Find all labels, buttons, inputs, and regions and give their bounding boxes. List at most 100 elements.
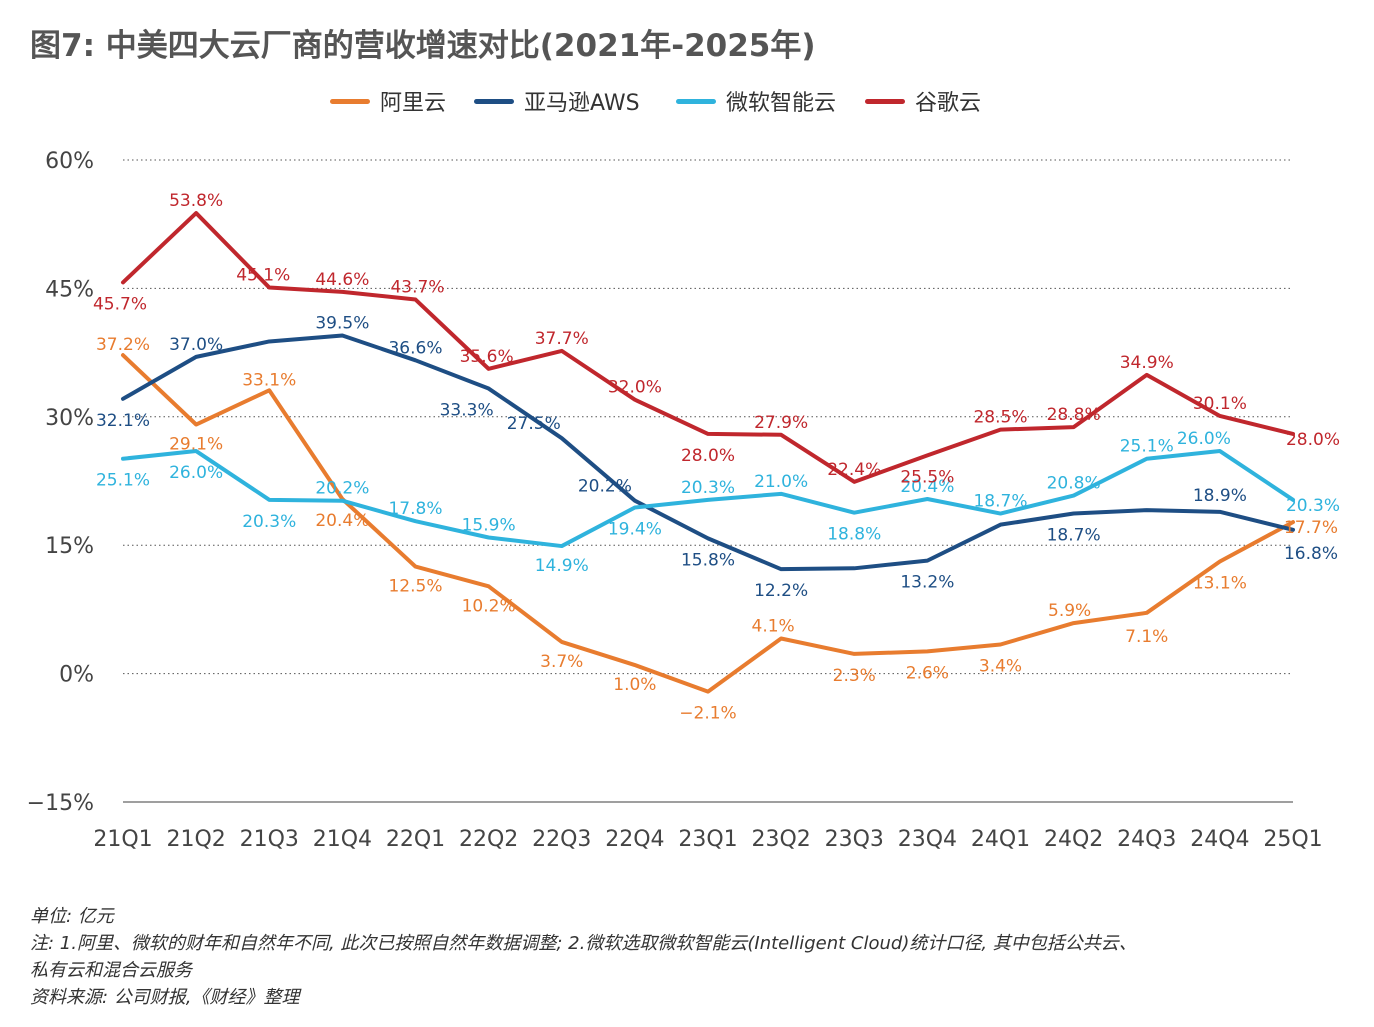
legend-swatch-aliyun — [330, 98, 370, 104]
data-label: 53.8% — [169, 191, 223, 211]
data-label: 45.1% — [236, 266, 290, 286]
data-label: 13.1% — [1193, 573, 1247, 593]
x-tick-label: 24Q4 — [1190, 827, 1249, 852]
legend-label-google: 谷歌云 — [915, 91, 982, 116]
data-label: 39.5% — [315, 313, 369, 333]
legend-label-aws: 亚马逊AWS — [524, 91, 640, 116]
data-label: 28.0% — [1286, 430, 1340, 450]
data-label: 18.7% — [1047, 526, 1101, 546]
data-label: 33.3% — [440, 401, 494, 421]
data-label: 7.1% — [1125, 627, 1168, 647]
data-label: 30.1% — [1193, 394, 1247, 414]
data-label: 20.2% — [578, 477, 632, 497]
data-label: 17.7% — [1284, 518, 1338, 538]
x-tick-label: 21Q4 — [313, 827, 372, 852]
y-tick-label: 0% — [59, 663, 94, 688]
data-label: 17.8% — [388, 499, 442, 519]
data-label: 44.6% — [315, 270, 369, 290]
legend: 阿里云 亚马逊AWS 微软智能云 谷歌云 — [0, 86, 1374, 116]
data-label: 26.0% — [169, 463, 223, 483]
data-label: 21.0% — [754, 472, 808, 492]
data-label: 45.7% — [93, 294, 147, 314]
data-label: −2.1% — [679, 704, 736, 724]
x-tick-label: 23Q4 — [898, 827, 957, 852]
data-label: 34.9% — [1120, 353, 1174, 373]
data-label: 32.0% — [608, 378, 662, 398]
legend-swatch-azure — [676, 98, 716, 104]
data-label: 25.1% — [96, 471, 150, 491]
data-label: 28.8% — [1047, 405, 1101, 425]
series-line — [121, 211, 1295, 484]
data-label: 20.3% — [1286, 496, 1340, 516]
data-label: 37.0% — [169, 335, 223, 355]
data-label: 2.3% — [833, 666, 876, 686]
data-label: 27.5% — [507, 414, 561, 434]
legend-label-azure: 微软智能云 — [726, 91, 837, 116]
data-label: 35.6% — [460, 347, 514, 367]
x-tick-label: 25Q1 — [1263, 827, 1322, 852]
data-label: 18.7% — [973, 492, 1027, 512]
data-label: 1.0% — [613, 675, 656, 695]
note-line-1: 注: 1.阿里、微软的财年和自然年不同, 此次已按照自然年数据调整; 2.微软选… — [30, 933, 1137, 954]
data-label: 12.5% — [388, 577, 442, 597]
data-label: 36.6% — [388, 338, 442, 358]
data-label: 20.3% — [681, 478, 735, 498]
x-tick-label: 23Q3 — [825, 827, 884, 852]
data-label: 20.4% — [315, 511, 369, 531]
data-label: 37.2% — [96, 335, 150, 355]
legend-swatch-google — [865, 98, 905, 104]
data-label: 25.5% — [900, 467, 954, 487]
data-label: 29.1% — [169, 435, 223, 455]
x-tick-label: 21Q1 — [93, 827, 152, 852]
data-label: 26.0% — [1177, 429, 1231, 449]
x-tick-label: 23Q1 — [678, 827, 737, 852]
data-label: 16.8% — [1284, 544, 1338, 564]
data-label: 18.9% — [1193, 486, 1247, 506]
data-label: 32.1% — [96, 411, 150, 431]
legend-label-aliyun: 阿里云 — [380, 91, 447, 116]
legend-item-aws: 亚马逊AWS — [474, 86, 640, 116]
legend-swatch-aws — [474, 98, 514, 104]
data-label: 3.4% — [979, 656, 1022, 676]
footnotes: 单位: 亿元 注: 1.阿里、微软的财年和自然年不同, 此次已按照自然年数据调整… — [30, 903, 1137, 1011]
note-line-2: 私有云和混合云服务 — [30, 960, 192, 981]
legend-item-azure: 微软智能云 — [676, 86, 836, 116]
series-line — [121, 353, 1295, 694]
series-line — [121, 333, 1295, 572]
x-tick-label: 22Q3 — [532, 827, 591, 852]
x-tick-label: 24Q3 — [1117, 827, 1176, 852]
y-tick-label: 60% — [45, 149, 94, 174]
x-tick-label: 23Q2 — [751, 827, 810, 852]
x-tick-label: 21Q2 — [166, 827, 225, 852]
y-tick-label: −15% — [27, 791, 94, 816]
legend-item-google: 谷歌云 — [865, 86, 981, 116]
data-label: 20.3% — [242, 512, 296, 532]
x-tick-label: 22Q1 — [386, 827, 445, 852]
data-label: 2.6% — [906, 663, 949, 683]
x-tick-label: 24Q1 — [971, 827, 1030, 852]
data-label: 33.1% — [242, 370, 296, 390]
data-label: 10.2% — [462, 596, 516, 616]
data-label: 22.4% — [827, 460, 881, 480]
data-label: 43.7% — [390, 278, 444, 298]
data-label: 20.4% — [900, 477, 954, 497]
data-label: 27.9% — [754, 413, 808, 433]
data-label: 4.1% — [752, 617, 795, 637]
x-tick-label: 21Q3 — [240, 827, 299, 852]
data-label: 13.2% — [900, 573, 954, 593]
series-line — [121, 449, 1295, 549]
data-label: 14.9% — [535, 556, 589, 576]
data-label: 20.2% — [315, 479, 369, 499]
data-label: 15.9% — [462, 515, 516, 535]
data-label: 18.8% — [827, 525, 881, 545]
data-label: 25.1% — [1120, 437, 1174, 457]
data-label: 5.9% — [1048, 601, 1091, 621]
y-tick-label: 15% — [45, 534, 94, 559]
x-tick-label: 22Q4 — [605, 827, 664, 852]
chart-title: 图7: 中美四大云厂商的营收增速对比(2021年-2025年) — [30, 28, 816, 64]
legend-item-aliyun: 阿里云 — [330, 86, 446, 116]
unit-note: 单位: 亿元 — [30, 906, 114, 927]
data-label: 28.0% — [681, 446, 735, 466]
x-tick-label: 22Q2 — [459, 827, 518, 852]
data-label: 3.7% — [540, 652, 583, 672]
